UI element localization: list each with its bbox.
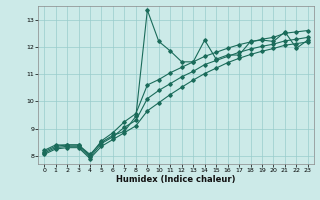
X-axis label: Humidex (Indice chaleur): Humidex (Indice chaleur) bbox=[116, 175, 236, 184]
